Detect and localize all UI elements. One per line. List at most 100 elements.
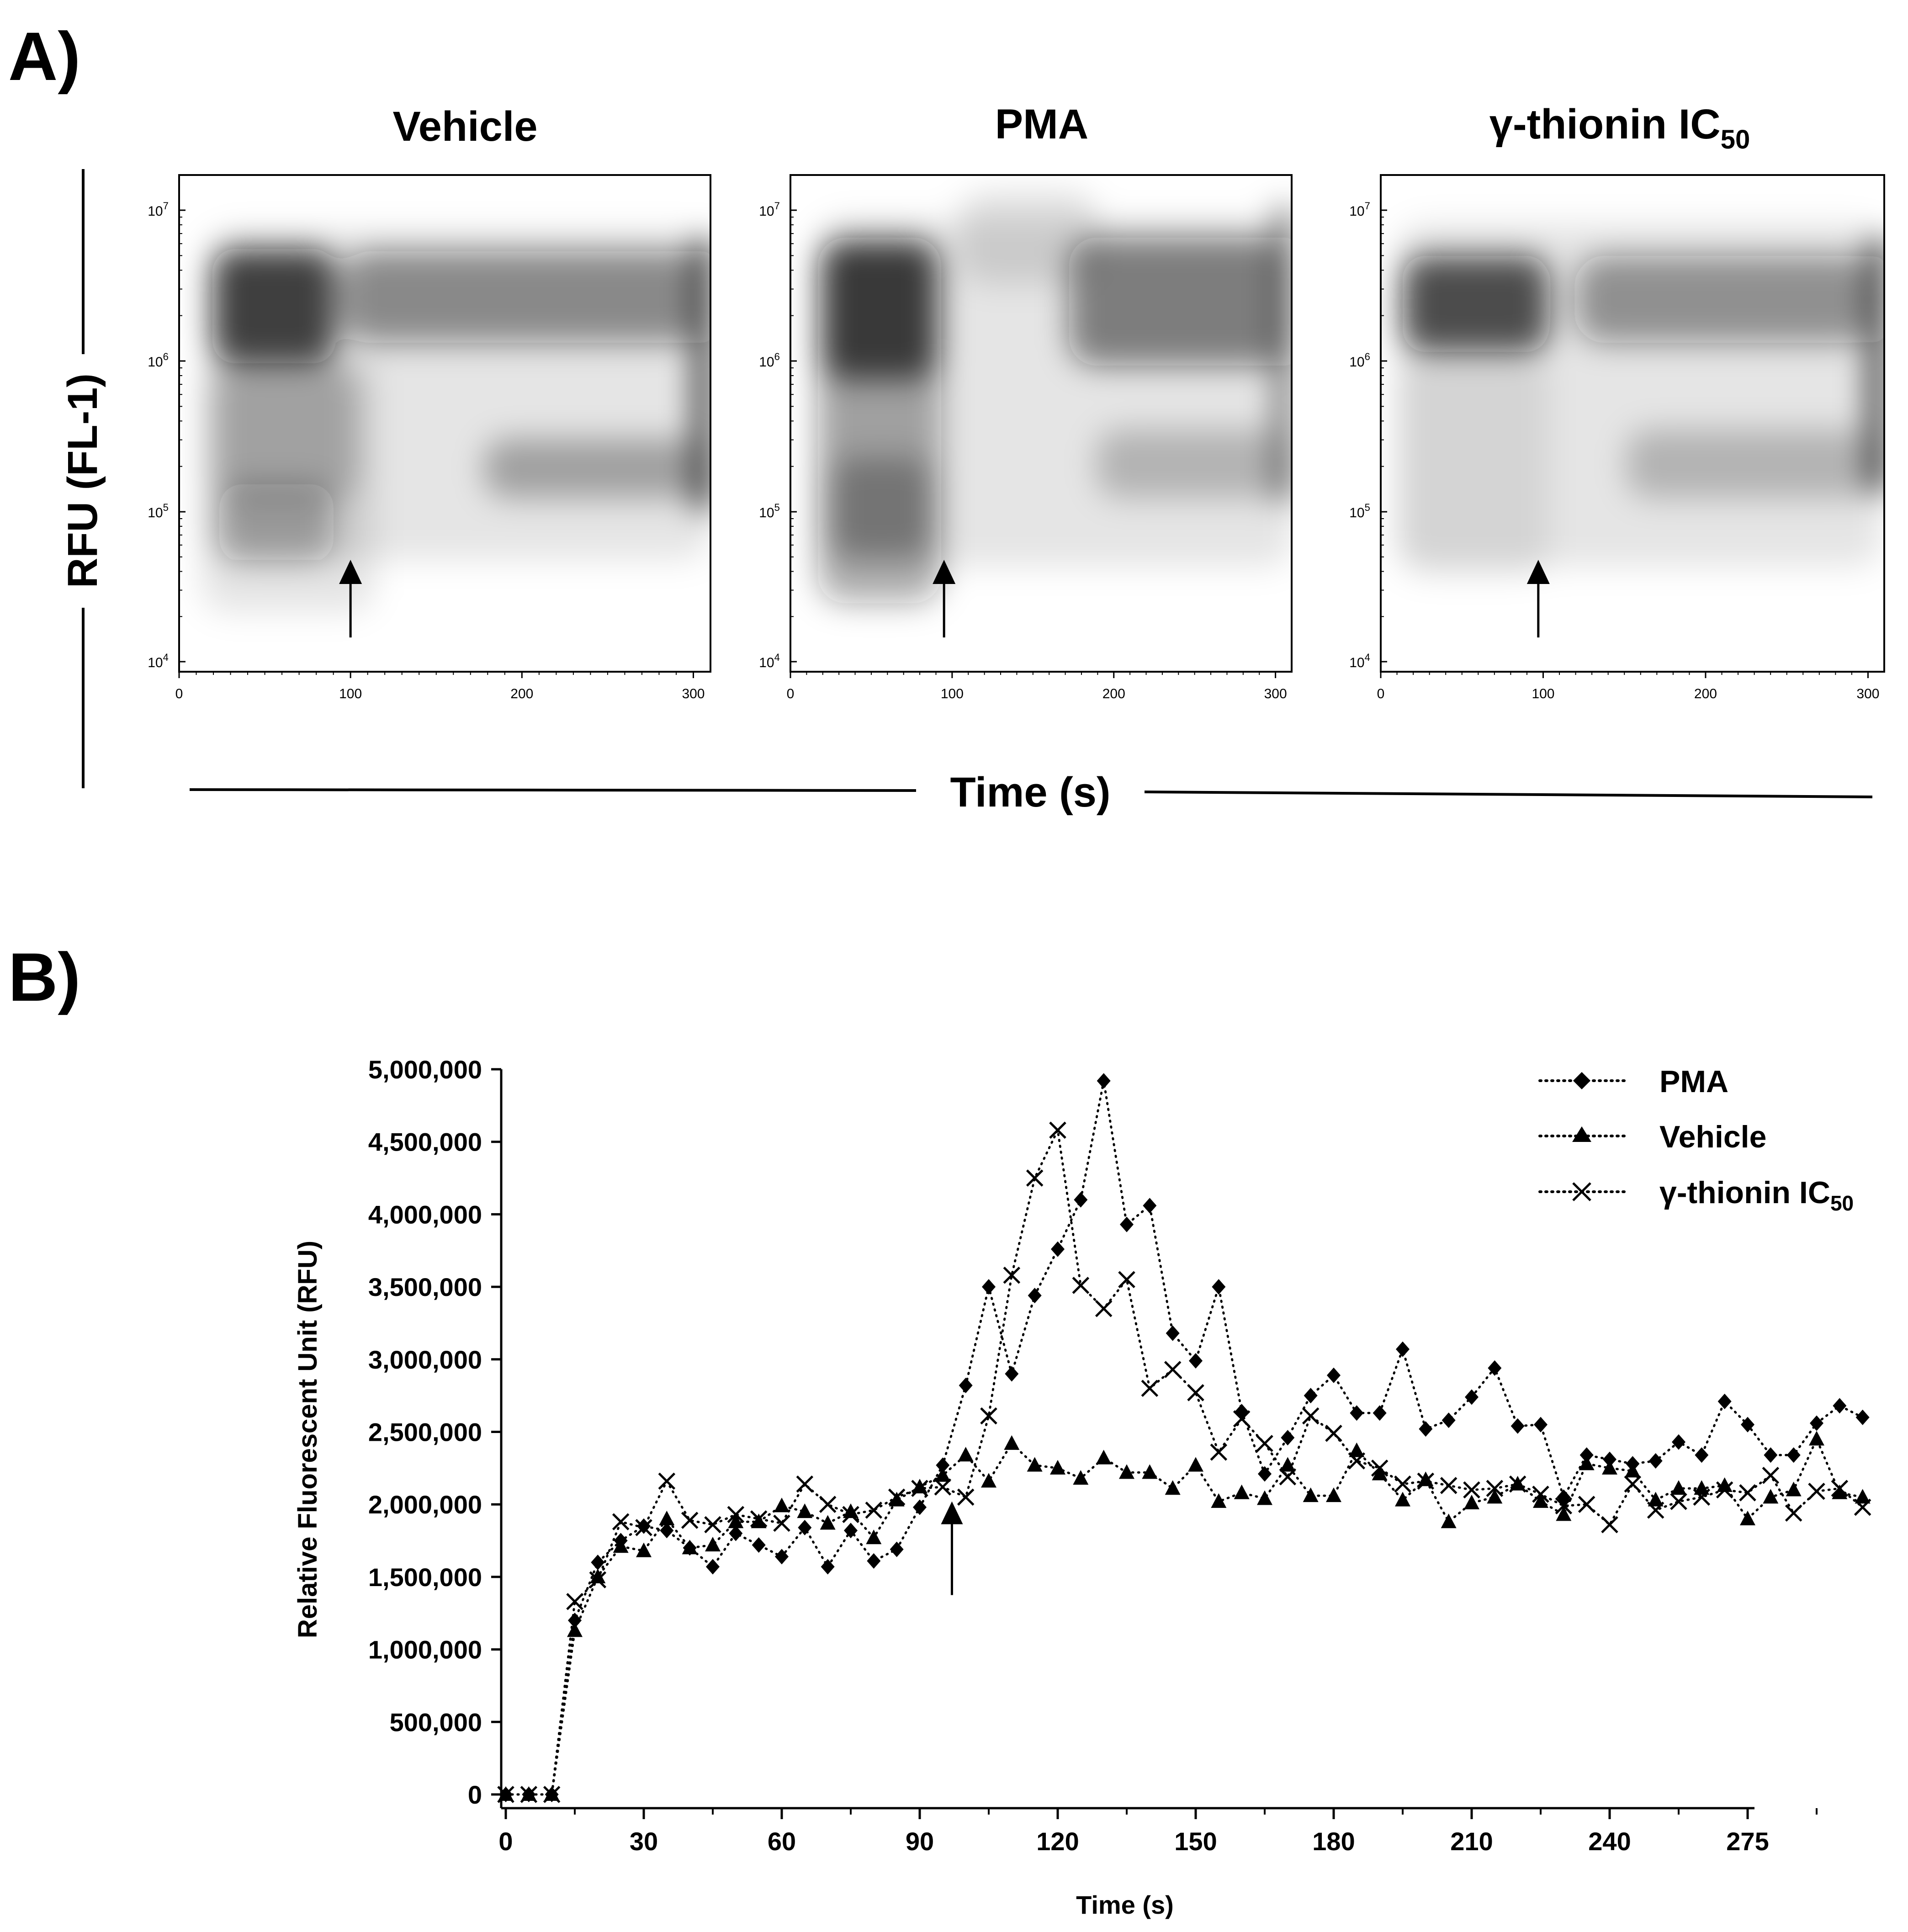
b-y-tick-label: 3,000,000 bbox=[368, 1345, 482, 1374]
facet-pma: PMA bbox=[790, 101, 1293, 673]
point-pma-205 bbox=[1442, 1412, 1456, 1428]
point-vehicle-20 bbox=[590, 1568, 606, 1583]
point-vehicle-145 bbox=[1165, 1480, 1181, 1495]
point-vehicle-260 bbox=[1694, 1480, 1710, 1495]
point-pma-160 bbox=[1235, 1404, 1249, 1420]
point-vehicle-25 bbox=[613, 1538, 629, 1553]
facet-frame-pma bbox=[790, 174, 1293, 673]
b-y-tick-label: 4,000,000 bbox=[368, 1200, 482, 1229]
point-vehicle-70 bbox=[820, 1515, 836, 1530]
point-gamma-thionin-95 bbox=[934, 1478, 952, 1496]
point-pma-15 bbox=[568, 1613, 582, 1629]
facet-vehicle: Vehicle bbox=[178, 103, 711, 673]
point-pma-105 bbox=[982, 1279, 996, 1295]
point-gamma-thionin-10 bbox=[543, 1786, 561, 1803]
point-gamma-thionin-230 bbox=[1555, 1497, 1573, 1515]
point-vehicle-65 bbox=[797, 1503, 813, 1518]
point-gamma-thionin-60 bbox=[773, 1514, 790, 1532]
panel-a-y-title: RFU (FL-1) bbox=[59, 373, 106, 588]
point-gamma-thionin-220 bbox=[1509, 1475, 1526, 1493]
point-gamma-thionin-155 bbox=[1210, 1444, 1228, 1461]
point-vehicle-15 bbox=[567, 1622, 583, 1637]
point-gamma-thionin-235 bbox=[1578, 1496, 1595, 1513]
point-pma-100 bbox=[959, 1377, 973, 1393]
point-pma-80 bbox=[867, 1553, 881, 1569]
point-vehicle-175 bbox=[1303, 1487, 1319, 1502]
point-vehicle-225 bbox=[1533, 1493, 1548, 1508]
panel-a-x-bracket-right bbox=[1144, 791, 1873, 798]
panel-b-y-title: Relative Fluorescent Unit (RFU) bbox=[293, 1241, 323, 1638]
a-y-tick-label-vehicle-6: 106 bbox=[148, 351, 169, 370]
point-gamma-thionin-290 bbox=[1831, 1480, 1849, 1497]
point-gamma-thionin-270 bbox=[1739, 1484, 1756, 1502]
legend-marker-pma bbox=[1573, 1072, 1590, 1089]
point-vehicle-240 bbox=[1602, 1460, 1617, 1475]
a-x-tick-label-pma-0: 0 bbox=[787, 686, 795, 701]
point-vehicle-150 bbox=[1188, 1457, 1203, 1472]
a-y-tick-label-pma-4: 104 bbox=[759, 652, 780, 670]
point-gamma-thionin-100 bbox=[957, 1488, 975, 1506]
point-pma-195 bbox=[1396, 1341, 1410, 1357]
point-gamma-thionin-160 bbox=[1233, 1410, 1251, 1428]
panel-a-label: A) bbox=[8, 18, 80, 95]
a-y-tick-label-gamma-thionin-7: 107 bbox=[1349, 200, 1370, 219]
point-pma-130 bbox=[1097, 1073, 1111, 1089]
legend: PMA Vehicle γ-thionin IC50 bbox=[1538, 1064, 1854, 1215]
point-pma-210 bbox=[1465, 1389, 1479, 1405]
a-x-tick-label-vehicle-200: 200 bbox=[510, 686, 533, 701]
point-pma-90 bbox=[913, 1499, 927, 1515]
panel-b-arrow bbox=[941, 1501, 963, 1595]
a-y-tick-label-gamma-thionin-6: 106 bbox=[1349, 351, 1370, 370]
point-vehicle-85 bbox=[889, 1491, 905, 1507]
point-gamma-thionin-140 bbox=[1141, 1380, 1159, 1397]
point-gamma-thionin-205 bbox=[1440, 1477, 1458, 1494]
point-gamma-thionin-90 bbox=[911, 1480, 928, 1497]
panel-b-y-ticks: 0 500,000 1,000,000 1,500,000 2,000,000 2,500… bbox=[368, 1055, 501, 1809]
a-x-tick-label-pma-300: 300 bbox=[1264, 686, 1287, 701]
a-y-tick-label-vehicle-5: 105 bbox=[148, 502, 169, 520]
point-pma-265 bbox=[1717, 1393, 1732, 1409]
b-x-tick-label: 180 bbox=[1312, 1827, 1355, 1856]
point-gamma-thionin-215 bbox=[1486, 1480, 1504, 1497]
b-y-tick-label: 4,500,000 bbox=[368, 1128, 482, 1157]
point-vehicle-120 bbox=[1050, 1460, 1065, 1475]
point-vehicle-235 bbox=[1579, 1455, 1595, 1470]
point-pma-290 bbox=[1833, 1398, 1847, 1414]
point-vehicle-275 bbox=[1763, 1489, 1779, 1504]
point-vehicle-110 bbox=[1004, 1435, 1020, 1450]
point-pma-170 bbox=[1281, 1430, 1295, 1446]
point-vehicle-125 bbox=[1073, 1470, 1089, 1485]
panel-a: A) RFU (FL-1) Time (s) Vehicle bbox=[8, 18, 1885, 816]
panel-a-x-bracket-left bbox=[189, 788, 917, 792]
b-x-tick-label: 275 bbox=[1726, 1827, 1769, 1856]
point-pma-225 bbox=[1534, 1417, 1548, 1433]
point-pma-55 bbox=[752, 1537, 766, 1553]
point-vehicle-55 bbox=[751, 1513, 767, 1529]
panel-a-x-title: Time (s) bbox=[950, 769, 1110, 816]
point-pma-50 bbox=[729, 1525, 743, 1541]
point-gamma-thionin-110 bbox=[1003, 1266, 1021, 1284]
b-arrow-head bbox=[941, 1501, 963, 1524]
legend-marker-vehicle bbox=[1572, 1126, 1591, 1142]
point-gamma-thionin-245 bbox=[1624, 1475, 1642, 1493]
point-gamma-thionin-125 bbox=[1072, 1277, 1090, 1294]
point-pma-295 bbox=[1855, 1409, 1870, 1425]
point-vehicle-210 bbox=[1464, 1495, 1479, 1510]
point-pma-270 bbox=[1741, 1417, 1754, 1433]
point-gamma-thionin-105 bbox=[980, 1407, 997, 1425]
point-gamma-thionin-35 bbox=[658, 1472, 676, 1490]
point-pma-60 bbox=[775, 1549, 789, 1565]
b-y-tick-label: 1,500,000 bbox=[368, 1563, 482, 1592]
point-pma-150 bbox=[1189, 1353, 1203, 1369]
a-y-tick-label-gamma-thionin-5: 105 bbox=[1349, 502, 1370, 520]
point-gamma-thionin-145 bbox=[1164, 1361, 1182, 1378]
a-y-tick-label-vehicle-7: 107 bbox=[148, 200, 169, 219]
point-pma-125 bbox=[1074, 1192, 1088, 1208]
point-vehicle-35 bbox=[659, 1510, 675, 1525]
point-gamma-thionin-165 bbox=[1256, 1435, 1273, 1452]
series-vehicle bbox=[498, 1431, 1871, 1801]
point-gamma-thionin-295 bbox=[1854, 1498, 1871, 1516]
legend-label-gamma-sub: 50 bbox=[1830, 1191, 1854, 1215]
point-vehicle-45 bbox=[705, 1537, 721, 1552]
